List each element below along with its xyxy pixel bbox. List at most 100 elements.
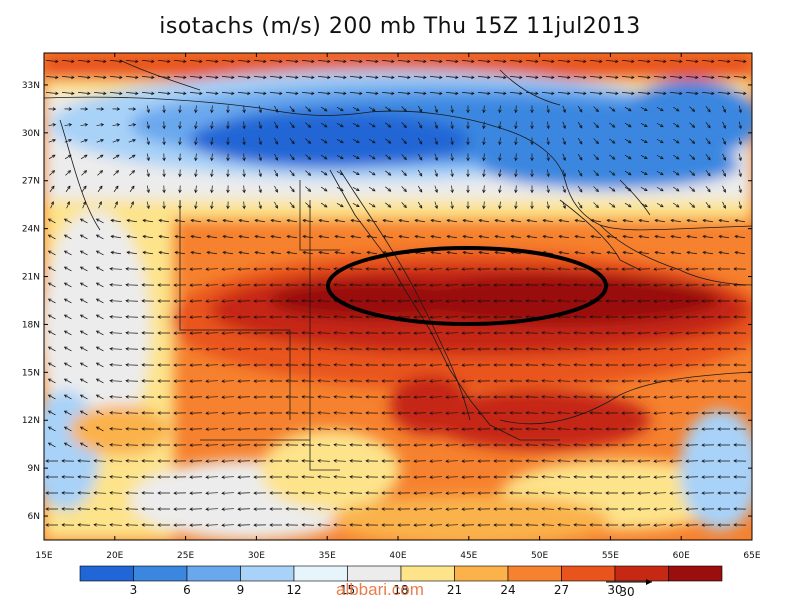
- wind-vector: [205, 412, 219, 414]
- wind-vector-head: [190, 250, 194, 255]
- wind-vector: [175, 235, 185, 239]
- wind-vector-head: [654, 250, 658, 255]
- wind-vector-head: [381, 299, 385, 303]
- wind-vector-head: [157, 459, 161, 463]
- wind-vector-head: [269, 331, 273, 335]
- wind-vector-head: [286, 234, 290, 239]
- wind-vector-head: [413, 331, 417, 335]
- wind-vector-head: [679, 59, 683, 64]
- wind-vector-head: [125, 491, 129, 495]
- wind-vector: [336, 170, 344, 176]
- wind-vector-head: [222, 218, 226, 223]
- wind-vector-head: [157, 395, 161, 399]
- lat-tick-label: 6N: [28, 512, 40, 522]
- wind-vector-head: [557, 347, 561, 351]
- wind-vector-head: [669, 475, 673, 479]
- wind-vector: [607, 251, 617, 255]
- wind-vector-head: [173, 411, 177, 415]
- wind-vector-head: [509, 443, 513, 447]
- wind-vector-head: [478, 250, 482, 255]
- wind-vector-head: [109, 283, 113, 287]
- wind-vector-head: [589, 459, 593, 463]
- wind-vector: [333, 364, 347, 366]
- wind-vector-head: [494, 218, 498, 223]
- wind-vector-head: [557, 331, 561, 335]
- wind-vector: [205, 268, 219, 270]
- wind-vector-head: [45, 491, 49, 495]
- wind-vector-head: [333, 395, 337, 399]
- wind-vector-head: [653, 363, 657, 367]
- wind-vector-head: [397, 347, 401, 351]
- wind-vector: [128, 139, 136, 143]
- wind-vector-head: [686, 234, 690, 239]
- wind-vector: [621, 92, 635, 94]
- jet-core-highlight: [326, 246, 608, 326]
- wind-vector-head: [589, 523, 593, 527]
- wind-vector-head: [423, 59, 427, 64]
- wind-vector-head: [733, 475, 737, 479]
- wind-vector-head: [269, 299, 273, 303]
- wind-vector: [559, 251, 569, 255]
- wind-vector: [722, 185, 726, 193]
- wind-vector-head: [381, 443, 385, 447]
- wind-vector: [447, 219, 457, 223]
- wind-vector-head: [733, 363, 737, 367]
- wind-vector: [499, 185, 501, 193]
- wind-vector: [461, 92, 475, 94]
- wind-vector-head: [109, 347, 113, 351]
- wind-vector-head: [63, 234, 68, 238]
- wind-vector-head: [498, 189, 502, 194]
- wind-vector-head: [685, 395, 689, 399]
- wind-vector-head: [647, 59, 651, 64]
- wind-vector-head: [482, 157, 486, 162]
- wind-vector-head: [334, 218, 338, 223]
- wind-vector-head: [311, 59, 315, 64]
- wind-vector: [109, 444, 123, 446]
- wind-vector-head: [291, 156, 295, 161]
- wind-vector-head: [221, 475, 225, 479]
- wind-vector-head: [669, 443, 673, 447]
- wind-vector-head: [717, 395, 721, 399]
- wind-vector: [112, 124, 120, 126]
- wind-vector-head: [605, 491, 609, 495]
- wind-vector: [143, 219, 153, 223]
- wind-vector-head: [557, 411, 561, 415]
- wind-vector-head: [675, 172, 680, 176]
- wind-vector: [80, 234, 88, 240]
- wind-vector-head: [546, 109, 550, 114]
- wind-vector-head: [611, 108, 616, 112]
- wind-vector: [653, 268, 667, 270]
- wind-vector-head: [413, 459, 417, 463]
- wind-vector-head: [717, 315, 721, 319]
- wind-vector-head: [63, 218, 68, 222]
- wind-vector: [146, 169, 150, 177]
- wind-vector-head: [413, 347, 417, 351]
- wind-vector-head: [573, 475, 577, 479]
- wind-vector: [401, 202, 407, 208]
- wind-vector-head: [653, 379, 657, 383]
- wind-vector-head: [525, 395, 529, 399]
- wind-vector-head: [493, 427, 497, 431]
- wind-vector: [141, 60, 155, 62]
- wind-vector-head: [387, 140, 392, 144]
- wind-vector-head: [183, 75, 187, 80]
- wind-vector: [541, 268, 555, 270]
- wind-vector: [189, 60, 203, 62]
- wind-vector-head: [109, 507, 113, 511]
- wind-vector-head: [525, 443, 529, 447]
- wind-vector: [271, 251, 281, 255]
- wind-vector-head: [493, 507, 497, 511]
- wind-vector: [351, 251, 361, 255]
- wind-vector-head: [162, 157, 166, 162]
- wind-vector-head: [429, 315, 433, 319]
- wind-vector-head: [258, 205, 262, 210]
- wind-vector: [48, 314, 56, 320]
- wind-vector-head: [274, 157, 279, 161]
- wind-vector-head: [589, 395, 593, 399]
- wind-vector: [479, 251, 489, 255]
- wind-vector: [653, 524, 667, 526]
- wind-vector-head: [253, 315, 257, 319]
- wind-vector-head: [557, 283, 561, 287]
- wind-vector-head: [718, 250, 722, 255]
